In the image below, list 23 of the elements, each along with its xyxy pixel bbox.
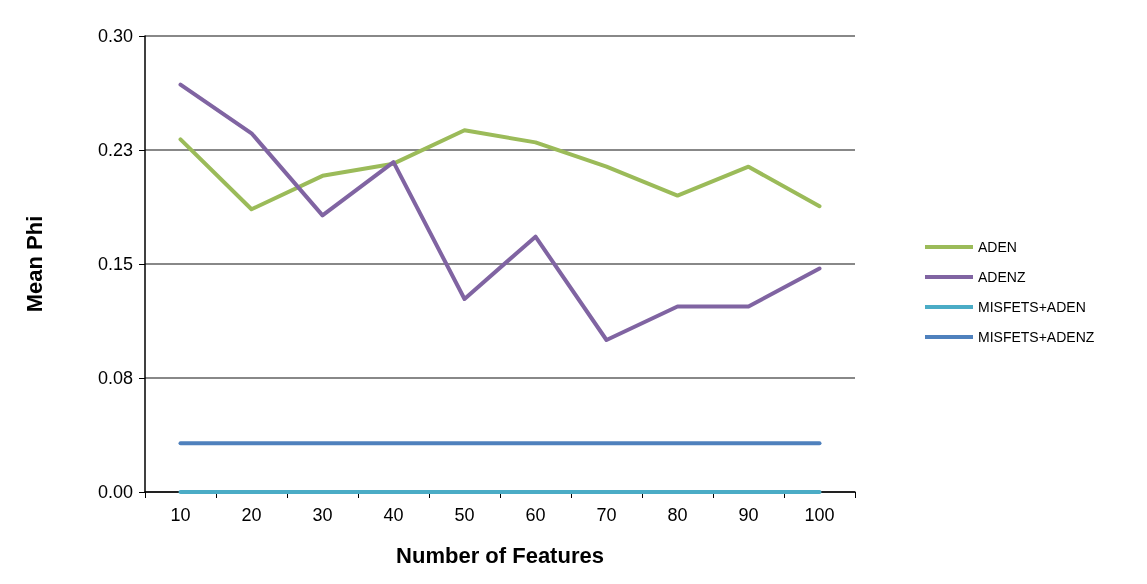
- y-axis-title: Mean Phi: [21, 215, 47, 313]
- x-tick-label: 60: [525, 505, 546, 525]
- legend-label: ADEN: [978, 239, 1017, 255]
- x-tick-label: 10: [170, 505, 191, 525]
- y-tick-label: 0.08: [97, 368, 133, 388]
- x-tick-label: 20: [241, 505, 262, 525]
- line-series: [178, 82, 822, 342]
- legend-label: MISFETS+ADENZ: [978, 329, 1095, 345]
- x-tick-label: 100: [804, 505, 835, 525]
- x-axis-title: Number of Features: [396, 542, 604, 568]
- x-tick-label: 40: [383, 505, 404, 525]
- legend-label: MISFETS+ADEN: [978, 299, 1086, 315]
- x-tick-label: 80: [667, 505, 688, 525]
- legend-label: ADENZ: [978, 269, 1026, 285]
- y-tick-label: 0.00: [97, 482, 133, 502]
- x-tick-label: 30: [312, 505, 333, 525]
- y-tick-label: 0.23: [97, 140, 133, 160]
- y-tick-label: 0.30: [97, 26, 133, 46]
- x-tick-label: 70: [596, 505, 617, 525]
- y-tick-label: 0.15: [97, 254, 133, 274]
- x-tick-label: 90: [738, 505, 759, 525]
- x-tick-label: 50: [454, 505, 475, 525]
- line-series: [178, 128, 822, 212]
